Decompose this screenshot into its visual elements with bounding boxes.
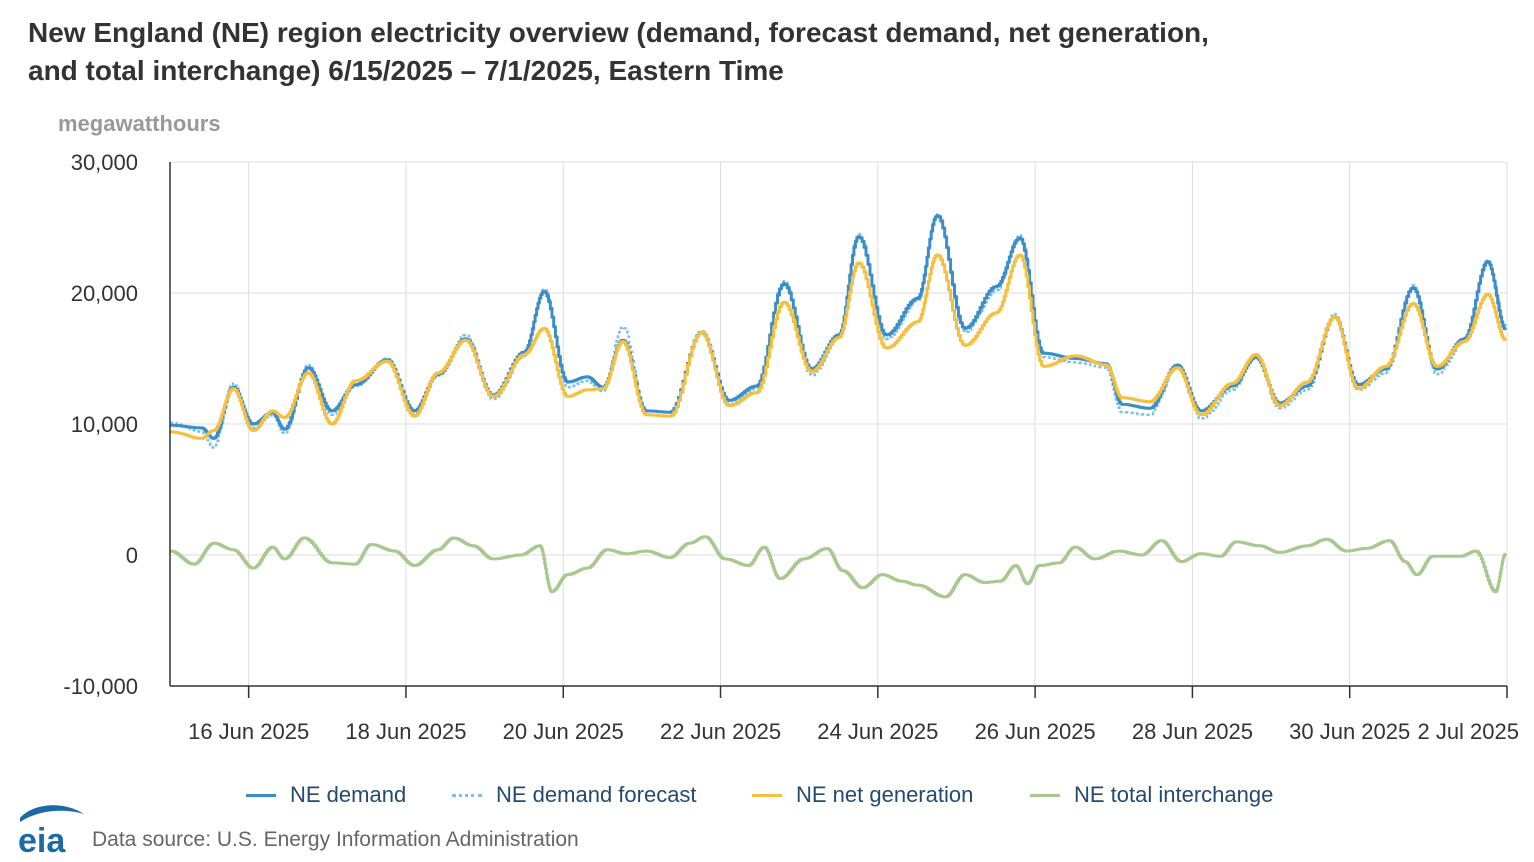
y-axis-unit-label: megawatthours bbox=[58, 111, 221, 136]
legend-label: NE demand bbox=[290, 782, 407, 807]
y-tick-label: 20,000 bbox=[71, 281, 138, 306]
legend-label: NE demand forecast bbox=[496, 782, 697, 807]
y-tick-label: -10,000 bbox=[63, 674, 138, 699]
legend-swatch bbox=[246, 793, 276, 797]
line-chart: megawatthours -10,000 0 10,000 20,000 30,000… bbox=[58, 111, 1519, 744]
chart-title: New England (NE) region electricity over… bbox=[28, 14, 1478, 90]
legend-label: NE total interchange bbox=[1074, 782, 1274, 807]
x-tick-label: 18 Jun 2025 bbox=[345, 719, 466, 744]
legend-swatch bbox=[452, 793, 482, 797]
x-tick-label: 20 Jun 2025 bbox=[503, 719, 624, 744]
x-tick-label: 24 Jun 2025 bbox=[817, 719, 938, 744]
y-tick-label: 10,000 bbox=[71, 412, 138, 437]
x-tick-label: 2 Jul 2025 bbox=[1417, 719, 1519, 744]
x-tick-label: 16 Jun 2025 bbox=[188, 719, 309, 744]
legend-item-demand[interactable]: NE demand bbox=[246, 777, 406, 813]
legend-item-demand-forecast[interactable]: NE demand forecast bbox=[452, 777, 697, 813]
footer: eia Data source: U.S. Energy Information… bbox=[16, 800, 716, 856]
y-tick-label: 0 bbox=[126, 543, 138, 568]
legend-label: NE net generation bbox=[796, 782, 974, 807]
x-tick-label: 28 Jun 2025 bbox=[1132, 719, 1253, 744]
series-line-demand bbox=[170, 214, 1507, 440]
x-axis-ticks: 16 Jun 2025 18 Jun 2025 20 Jun 2025 22 Jun … bbox=[188, 686, 1519, 744]
chart-title-line-2: and total interchange) 6/15/2025 – 7/1/2… bbox=[28, 55, 784, 86]
series-line-demand-forecast bbox=[170, 213, 1507, 449]
data-source-note: Data source: U.S. Energy Information Adm… bbox=[92, 828, 579, 851]
series-line-net-generation bbox=[170, 253, 1507, 440]
gridlines bbox=[170, 161, 1508, 686]
eia-logo-text: eia bbox=[18, 822, 66, 856]
legend-swatch bbox=[752, 793, 782, 797]
x-tick-label: 22 Jun 2025 bbox=[660, 719, 781, 744]
eia-logo-icon: eia bbox=[18, 805, 84, 856]
chart-title-line-1: New England (NE) region electricity over… bbox=[28, 17, 1209, 48]
series-lines bbox=[170, 213, 1507, 599]
x-tick-label: 26 Jun 2025 bbox=[975, 719, 1096, 744]
legend-item-total-interchange[interactable]: NE total interchange bbox=[1030, 777, 1273, 813]
y-tick-label: 30,000 bbox=[71, 150, 138, 175]
legend: NE demand NE demand forecast NE net genera… bbox=[0, 777, 1534, 813]
series-line-total-interchange bbox=[170, 535, 1507, 599]
legend-swatch bbox=[1030, 793, 1060, 797]
legend-item-net-generation[interactable]: NE net generation bbox=[752, 777, 973, 813]
x-tick-label: 30 Jun 2025 bbox=[1289, 719, 1410, 744]
axes bbox=[169, 162, 1507, 687]
y-axis-ticks: -10,000 0 10,000 20,000 30,000 bbox=[63, 150, 138, 699]
